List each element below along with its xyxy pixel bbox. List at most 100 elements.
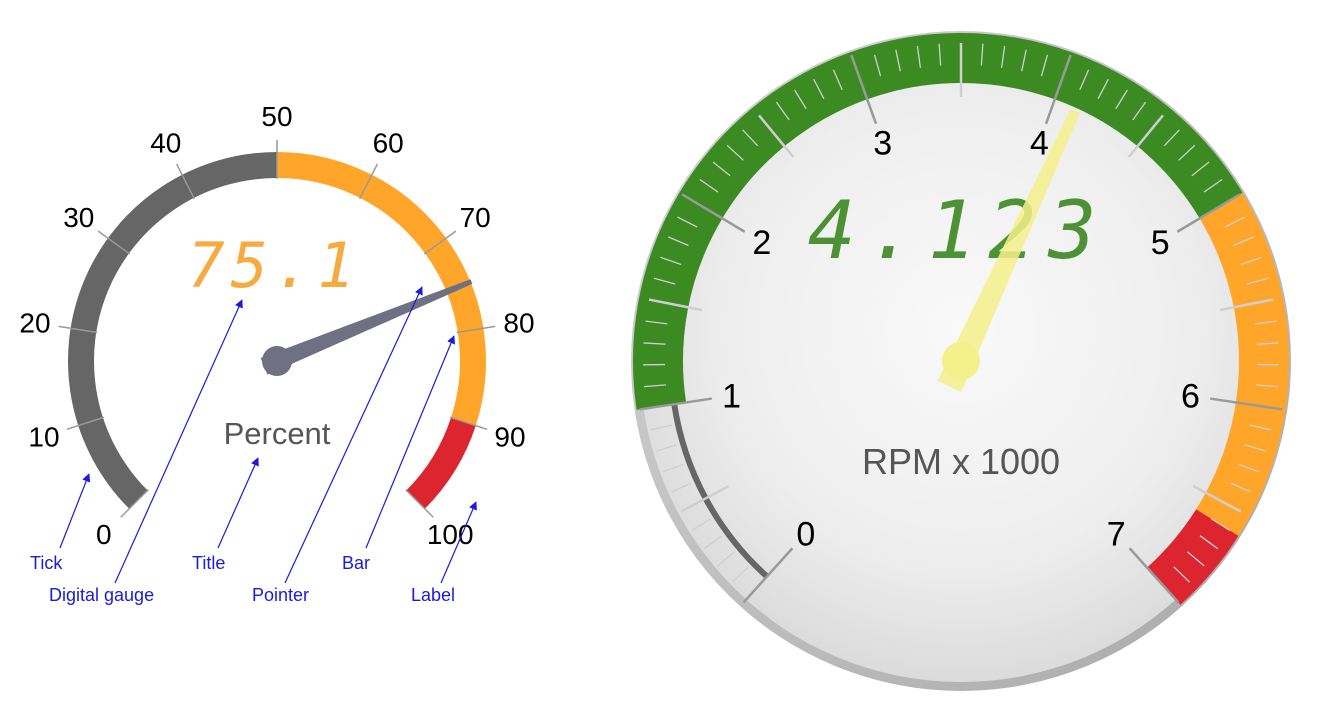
minor-tick — [671, 482, 692, 493]
annotation-arrow-bar — [365, 335, 455, 549]
annotation-arrow-label — [440, 501, 477, 584]
major-tick — [66, 416, 105, 431]
tick-label: 0 — [796, 515, 815, 553]
minor-tick — [648, 298, 703, 312]
tick-label: 50 — [261, 101, 292, 132]
pointer-hub — [262, 346, 292, 376]
annotation-bar: Bar — [342, 553, 370, 573]
minor-tick — [643, 384, 667, 388]
minor-tick — [1173, 566, 1190, 583]
minor-tick — [1132, 101, 1147, 121]
minor-tick — [1230, 482, 1251, 493]
minor-tick — [1255, 384, 1279, 388]
rpm-gauge: 0 1 2 3 4 5 6 7 4.123 RPM x 1000 — [631, 31, 1291, 691]
tick-label: 1 — [722, 378, 741, 416]
tick-label: 20 — [19, 308, 50, 339]
gauge-pointer — [260, 279, 473, 376]
gauge-ticks — [639, 43, 1283, 604]
minor-tick — [980, 43, 984, 66]
minor-tick — [1178, 144, 1196, 161]
minor-tick — [1163, 129, 1180, 147]
minor-tick — [1238, 463, 1260, 473]
gauge-pointer — [937, 108, 1080, 392]
tick-label: 6 — [1181, 378, 1200, 416]
major-tick — [449, 416, 488, 431]
minor-tick — [1249, 424, 1272, 431]
major-tick — [456, 325, 496, 334]
tick-label: 30 — [63, 202, 94, 233]
minor-tick — [1256, 342, 1279, 345]
annotation-title: Title — [192, 553, 225, 573]
minor-tick — [650, 424, 673, 431]
tick-label: 10 — [28, 422, 59, 453]
minor-tick — [916, 45, 922, 68]
gauge-title: Percent — [224, 416, 331, 451]
major-tick — [681, 193, 746, 233]
annotation-arrow-tick — [59, 473, 91, 549]
minor-tick — [643, 342, 666, 345]
digital-readout: 4.123 — [808, 184, 1109, 277]
pointer-hub — [942, 342, 980, 380]
major-tick — [358, 163, 379, 200]
annotation-arrow-pointer — [284, 286, 423, 584]
minor-tick — [717, 551, 736, 567]
minor-tick — [703, 535, 723, 550]
annotation-digital-gauge: Digital gauge — [49, 585, 154, 605]
minor-tick — [1219, 298, 1274, 312]
minor-tick — [938, 43, 942, 66]
tick-label: 60 — [373, 128, 404, 159]
major-tick — [423, 230, 457, 255]
minor-tick — [1233, 236, 1255, 247]
minor-tick — [1224, 216, 1245, 228]
tick-label: 0 — [96, 519, 112, 550]
minor-tick — [726, 144, 744, 161]
minor-tick — [832, 69, 843, 91]
major-tick — [120, 489, 149, 518]
minor-tick — [1186, 551, 1205, 567]
major-tick — [58, 325, 98, 334]
annotation-arrow-digital — [114, 299, 243, 584]
minor-tick — [660, 256, 682, 266]
minor-tick — [1246, 277, 1269, 285]
minor-tick — [1000, 45, 1006, 68]
tick-label: 7 — [1107, 515, 1126, 553]
minor-tick — [1199, 535, 1219, 550]
tick-label: 2 — [752, 224, 771, 262]
minor-tick — [1097, 78, 1109, 99]
minor-tick — [732, 566, 749, 583]
annotation-label: Label — [411, 585, 455, 605]
major-tick — [97, 230, 131, 255]
gauge-labels: 0 1 2 3 4 5 6 7 — [722, 125, 1200, 554]
major-tick — [1176, 193, 1241, 233]
pointer-needle — [937, 108, 1080, 392]
tick-label: 40 — [150, 128, 181, 159]
minor-tick — [699, 178, 719, 193]
tick-label: 5 — [1151, 224, 1170, 262]
minor-tick — [1021, 49, 1027, 72]
minor-tick — [1191, 161, 1210, 177]
gauge-band — [68, 152, 278, 509]
minor-tick — [794, 89, 807, 110]
minor-tick — [1115, 89, 1128, 110]
annotation-pointer: Pointer — [252, 585, 309, 605]
major-tick — [405, 489, 434, 518]
major-tick — [1209, 397, 1283, 411]
minor-tick — [712, 161, 731, 177]
gauge-ticks — [58, 140, 496, 518]
minor-tick — [1254, 320, 1277, 325]
minor-tick — [758, 114, 795, 158]
minor-tick — [645, 320, 668, 325]
pointer-needle — [260, 279, 473, 375]
tick-label: 3 — [873, 125, 892, 163]
major-tick — [1128, 547, 1180, 604]
minor-tick — [1211, 518, 1231, 532]
minor-tick — [691, 518, 711, 532]
gauge-title: RPM x 1000 — [862, 441, 1060, 482]
annotations: Tick Digital gauge Title Pointer Bar Lab… — [30, 286, 477, 605]
minor-tick — [662, 463, 684, 473]
minor-tick — [1244, 444, 1267, 452]
tick-label: 70 — [460, 202, 491, 233]
gauge-band — [406, 417, 476, 509]
minor-tick — [895, 49, 901, 72]
